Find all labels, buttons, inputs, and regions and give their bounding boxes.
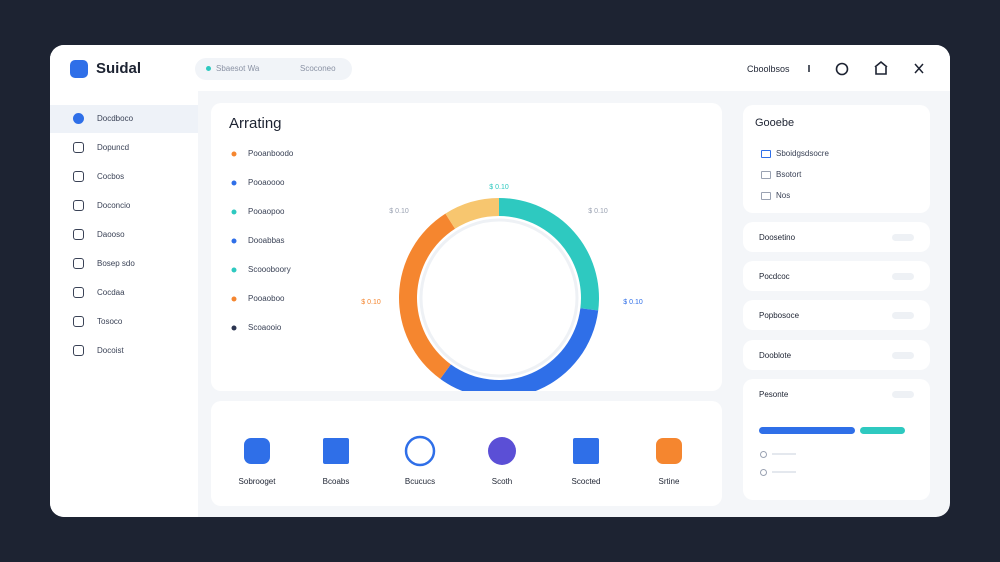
- callout-label: $ 0.10: [623, 299, 643, 306]
- legend-label: Pooanboodo: [248, 149, 294, 158]
- progress-dot: [760, 469, 767, 476]
- panel-row-card: [743, 261, 930, 291]
- legend-marker: [231, 325, 237, 331]
- panel-row-label: Pesonte: [759, 390, 789, 399]
- sidebar: [50, 91, 198, 517]
- callout-label: $ 0.10: [361, 299, 381, 306]
- panel-card: Gooebe: [743, 105, 930, 213]
- chat-icon[interactable]: [835, 62, 849, 76]
- shortcuts: Sobrooget Bcoabs Bcucucs Scoth Scocted Srtine: [239, 435, 682, 486]
- panel-title: Gooebe: [755, 117, 795, 129]
- legend-label: Dooabbas: [248, 236, 284, 245]
- sidebar-item[interactable]: Tosoco: [97, 317, 123, 326]
- callout-label: $ 0.10: [389, 208, 409, 215]
- donut-chart: Pooanboodo Pooaoooo Pooaopoo Dooabbas Scooob…: [231, 149, 643, 391]
- panel-row-card: [743, 379, 930, 500]
- legend-marker: [231, 209, 237, 215]
- shortcut-label[interactable]: Scoth: [492, 477, 512, 486]
- close-icon[interactable]: [914, 63, 924, 74]
- sidebar-icon[interactable]: [73, 142, 84, 153]
- callout-label: $ 0.10: [588, 208, 608, 215]
- legend-label: Pooaoooo: [248, 178, 285, 187]
- legend-marker: [231, 296, 237, 302]
- brand: Suidal: [96, 60, 142, 77]
- donut-segment: [445, 198, 499, 229]
- sidebar-icon[interactable]: [73, 316, 84, 327]
- legend-label: Scoooboory: [248, 265, 291, 274]
- legend-marker: [231, 180, 237, 186]
- shortcut-label[interactable]: Bcoabs: [323, 477, 350, 486]
- toggle[interactable]: [892, 352, 914, 359]
- sidebar-item[interactable]: Bosep sdo: [97, 259, 135, 268]
- shortcut-label[interactable]: Scocted: [572, 477, 601, 486]
- toggle[interactable]: [892, 312, 914, 319]
- sidebar-item[interactable]: Daooso: [97, 230, 125, 239]
- donut-segment: [499, 198, 599, 311]
- sidebar-item[interactable]: Dopuncd: [97, 143, 130, 152]
- sidebar-icon[interactable]: [73, 113, 84, 124]
- toggle[interactable]: [892, 234, 914, 241]
- search-bar[interactable]: [195, 58, 352, 80]
- progress-line: [772, 471, 796, 473]
- sidebar-item[interactable]: Cocbos: [97, 172, 125, 181]
- progress-dot: [760, 451, 767, 458]
- shortcut-icon[interactable]: [244, 438, 270, 464]
- donut-segment: [399, 213, 456, 379]
- legend-marker: [231, 238, 237, 244]
- shortcut-icon[interactable]: [573, 438, 599, 464]
- sidebar-icon[interactable]: [73, 200, 84, 211]
- shortcut-icon[interactable]: [656, 438, 682, 464]
- user-name[interactable]: Cboolbsos: [747, 64, 790, 74]
- shortcut-label[interactable]: Sobrooget: [239, 477, 277, 486]
- panel-row-card: [743, 340, 930, 370]
- progress-line: [772, 453, 796, 455]
- search-text: Scoconeo: [300, 64, 336, 73]
- header-icons: [808, 60, 924, 76]
- sidebar-icon[interactable]: [73, 229, 84, 240]
- legend-label: Pooaoboo: [248, 294, 285, 303]
- sidebar-item[interactable]: Docoist: [97, 346, 124, 355]
- legend-marker: [231, 267, 237, 273]
- shortcut-label[interactable]: Bcucucs: [405, 477, 435, 486]
- panel-row-card: [743, 300, 930, 330]
- toggle[interactable]: [892, 391, 914, 398]
- sidebar-icon[interactable]: [73, 258, 84, 269]
- logo[interactable]: [70, 60, 88, 78]
- sidebar-icon[interactable]: [73, 287, 84, 298]
- sidebar-item[interactable]: Docdboco: [97, 114, 134, 123]
- search-dot: [206, 66, 211, 71]
- shortcuts-card: [211, 401, 722, 506]
- panel-row-label: Popbosoce: [759, 311, 800, 320]
- share-icon[interactable]: [874, 60, 888, 75]
- chart-card: Arrating: [211, 103, 722, 391]
- chart-title: Arrating: [229, 115, 282, 132]
- panel-row-label: Pocdcoc: [759, 272, 790, 281]
- toggle[interactable]: [892, 273, 914, 280]
- legend-marker: [231, 151, 237, 157]
- search-text: Sbaesot Wa: [216, 64, 260, 73]
- legend-label: Pooaopoo: [248, 207, 285, 216]
- panel-row-label: Dooblote: [759, 351, 792, 360]
- progress-bar: [860, 427, 905, 434]
- panel-row-label: Doosetino: [759, 233, 796, 242]
- donut-inner-ring: [419, 218, 579, 378]
- shortcut-icon[interactable]: [488, 437, 516, 465]
- progress-bar: [759, 427, 855, 434]
- shortcut-icon[interactable]: [323, 438, 349, 464]
- app-window: Suidal Sbaesot Wa Scoconeo Cboolbsos Arr…: [50, 45, 950, 517]
- donut-segment: [440, 308, 599, 391]
- legend-label: Scoaooio: [248, 323, 282, 332]
- shortcut-label[interactable]: Srtine: [659, 477, 680, 486]
- sidebar-icon[interactable]: [73, 345, 84, 356]
- sidebar-item[interactable]: Cocdaa: [97, 288, 125, 297]
- shortcut-icon[interactable]: [404, 435, 436, 467]
- sidebar-icon[interactable]: [73, 171, 84, 182]
- callout-label: $ 0.10: [489, 184, 509, 191]
- sidebar-item[interactable]: Doconcio: [97, 201, 131, 210]
- panel-row-card: [743, 222, 930, 252]
